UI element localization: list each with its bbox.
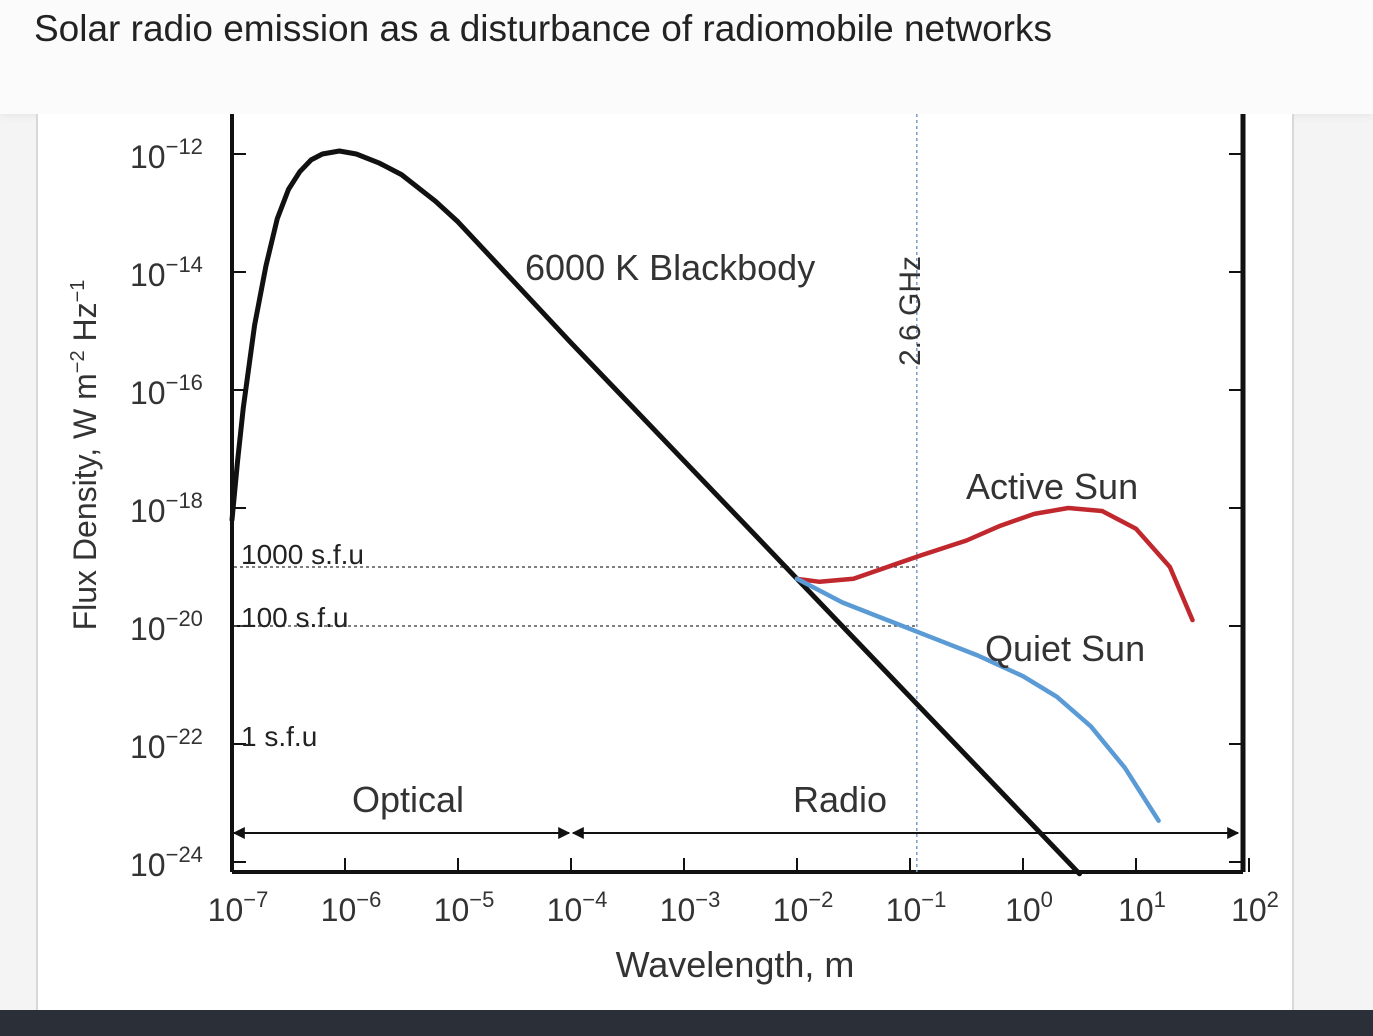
y-tick-base: 10 xyxy=(130,611,166,647)
x-tick-labels: 10−7 10−6 10−5 10−4 10−3 10−2 10−1 100 101 102 xyxy=(208,887,1279,928)
x-tick-exponent: −6 xyxy=(356,887,381,912)
x-tick-base: 10 xyxy=(434,892,470,928)
x-tick-label: 100 xyxy=(1005,887,1053,928)
y-tick-label: 10−20 xyxy=(130,606,203,647)
y-tick-exponent: −16 xyxy=(166,370,203,395)
y-tick-base: 10 xyxy=(130,139,166,175)
x-tick-label: 10−7 xyxy=(208,887,269,928)
x-tick-label: 10−3 xyxy=(660,887,721,928)
x-tick-label: 101 xyxy=(1118,887,1166,928)
y-axis-title-hz: Hz xyxy=(67,302,103,350)
x-tick-base: 10 xyxy=(773,892,809,928)
region-label-radio: Radio xyxy=(793,779,887,820)
x-tick-exponent: −2 xyxy=(808,887,833,912)
x-tick-base: 10 xyxy=(321,892,357,928)
x-tick-exponent: 0 xyxy=(1041,887,1053,912)
x-tick-label: 10−2 xyxy=(773,887,834,928)
y-tick-label: 10−24 xyxy=(130,842,203,883)
y-tick-base: 10 xyxy=(130,493,166,529)
quiet-sun-label: Quiet Sun xyxy=(985,628,1145,669)
y-tick-base: 10 xyxy=(130,729,166,765)
sfu-label-100: 100 s.f.u xyxy=(241,602,348,633)
x-tick-exponent: −4 xyxy=(582,887,607,912)
x-tick-base: 10 xyxy=(1231,892,1267,928)
y-axis-title-main: Flux Density, W m xyxy=(67,373,103,630)
region-label-optical: Optical xyxy=(352,779,464,820)
series-line xyxy=(794,576,1161,823)
x-tick-base: 10 xyxy=(1005,892,1041,928)
sfu-label-1: 1 s.f.u xyxy=(241,721,317,752)
y-tick-exponent: −18 xyxy=(166,488,203,513)
y-axis-title-exp2: −1 xyxy=(67,280,89,303)
x-tick-base: 10 xyxy=(208,892,244,928)
x-tick-base: 10 xyxy=(886,892,922,928)
bottom-bar xyxy=(0,1010,1373,1036)
y-tick-exponent: −12 xyxy=(166,134,203,159)
x-tick-exponent: 1 xyxy=(1154,887,1166,912)
series-line xyxy=(229,148,1082,877)
x-tick-exponent: 2 xyxy=(1267,887,1279,912)
blackbody-label: 6000 K Blackbody xyxy=(525,247,815,288)
x-tick-exponent: −5 xyxy=(469,887,494,912)
y-tick-exponent: −24 xyxy=(166,842,203,867)
y-tick-base: 10 xyxy=(130,847,166,883)
y-tick-base: 10 xyxy=(130,257,166,293)
guide-lines xyxy=(234,114,918,872)
page-header: Solar radio emission as a disturbance of… xyxy=(0,0,1373,114)
x-tick-exponent: −3 xyxy=(695,887,720,912)
y-axis-title: Flux Density, W m−2 Hz−1 xyxy=(67,280,103,631)
x-tick-label: 10−4 xyxy=(547,887,608,928)
y-tick-label: 10−12 xyxy=(130,134,203,175)
reference-line-label: 2.6 GHz xyxy=(894,256,927,366)
x-tick-label: 10−5 xyxy=(434,887,495,928)
chart-figure xyxy=(36,114,1294,1010)
x-tick-exponent: −7 xyxy=(243,887,268,912)
x-tick-base: 10 xyxy=(547,892,583,928)
active-sun-label: Active Sun xyxy=(966,466,1138,507)
y-tick-label: 10−14 xyxy=(130,252,203,293)
series-group xyxy=(229,148,1195,877)
y-tick-label: 10−16 xyxy=(130,370,203,411)
y-tick-exponent: −22 xyxy=(166,724,203,749)
sfu-label-1000: 1000 s.f.u xyxy=(241,539,364,570)
page-title: Solar radio emission as a disturbance of… xyxy=(34,8,1053,49)
x-tick-exponent: −1 xyxy=(921,887,946,912)
series-line xyxy=(794,505,1195,623)
y-tick-label: 10−22 xyxy=(130,724,203,765)
x-tick-label: 10−6 xyxy=(321,887,382,928)
axis-ticks xyxy=(232,153,1250,872)
y-tick-exponent: −20 xyxy=(166,606,203,631)
x-tick-base: 10 xyxy=(660,892,696,928)
x-tick-base: 10 xyxy=(1118,892,1154,928)
y-tick-exponent: −14 xyxy=(166,252,203,277)
x-tick-label: 102 xyxy=(1231,887,1279,928)
x-tick-label: 10−1 xyxy=(886,887,947,928)
y-tick-label: 10−18 xyxy=(130,488,203,529)
y-axis-title-exp1: −2 xyxy=(67,350,89,373)
x-axis-title: Wavelength, m xyxy=(616,944,855,985)
y-tick-base: 10 xyxy=(130,375,166,411)
